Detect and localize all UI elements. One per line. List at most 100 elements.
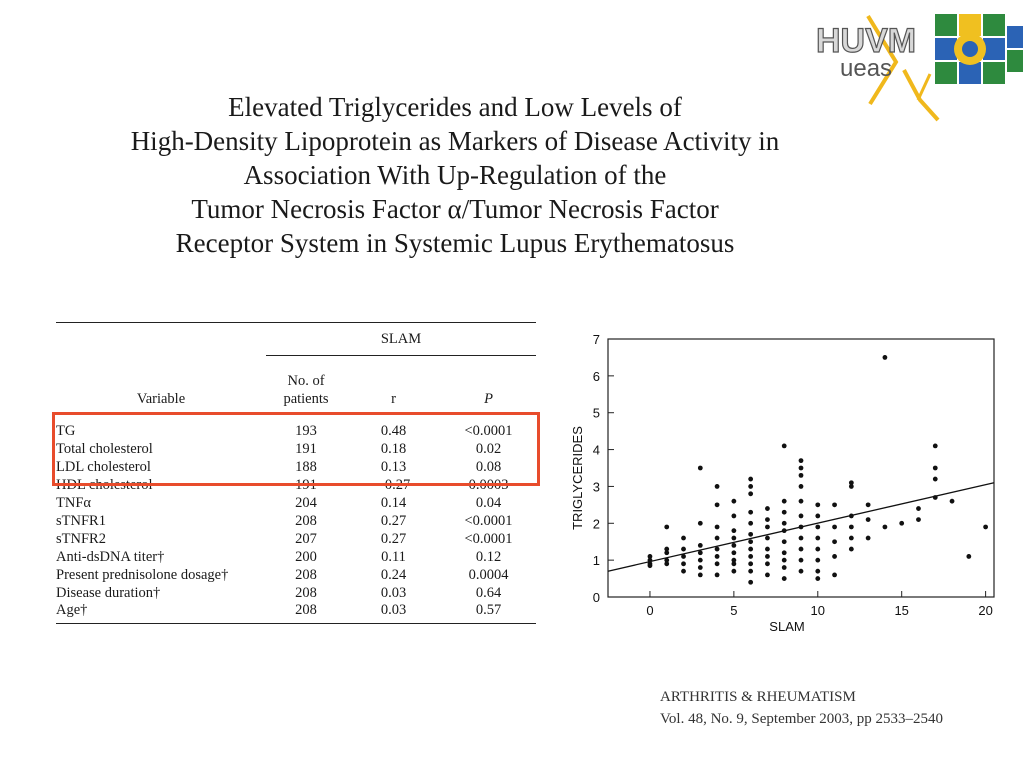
data-point — [731, 498, 737, 504]
data-point — [731, 543, 737, 548]
data-point — [748, 579, 754, 585]
data-point — [647, 554, 653, 559]
cell-patients: 191 — [295, 440, 317, 457]
data-point — [748, 568, 754, 574]
cell-p: 0.08 — [475, 458, 502, 475]
correlation-table: SLAM Variable No. of patients r P TG 193 0… — [56, 322, 536, 624]
data-point — [848, 480, 854, 486]
cell-r: 0.24 — [380, 566, 407, 583]
y-tick-label: 1 — [593, 553, 600, 568]
data-point — [983, 524, 989, 530]
data-point — [781, 528, 787, 534]
y-tick-label: 7 — [593, 332, 600, 347]
data-point — [664, 550, 670, 556]
data-point — [748, 484, 754, 489]
data-point — [815, 557, 821, 563]
y-tick-label: 0 — [593, 590, 600, 605]
data-point — [781, 565, 787, 570]
journal-name: ARTHRITIS & RHEUMATISM — [660, 689, 856, 705]
y-tick-label: 3 — [593, 479, 600, 494]
data-point — [916, 517, 921, 522]
data-point — [932, 495, 938, 500]
table-header-variable: Variable — [56, 355, 266, 415]
data-point — [815, 513, 821, 519]
data-point — [664, 561, 670, 567]
data-point — [798, 498, 804, 504]
data-point — [765, 561, 770, 567]
cell-variable: Total cholesterol — [56, 440, 153, 457]
cell-p: 0.0004 — [468, 566, 509, 583]
data-point — [798, 513, 804, 519]
cell-p: 0.64 — [475, 584, 502, 601]
data-point — [781, 576, 787, 581]
cell-variable: TNFα — [56, 494, 91, 511]
data-point — [798, 568, 804, 574]
data-point — [765, 506, 770, 511]
data-point — [765, 546, 770, 552]
x-axis-label: SLAM — [769, 619, 804, 634]
data-point — [848, 524, 854, 530]
data-point — [714, 484, 720, 489]
data-point — [748, 509, 754, 515]
data-point — [664, 546, 670, 552]
data-point — [765, 572, 770, 578]
data-point — [798, 465, 804, 471]
data-point — [748, 561, 754, 567]
data-point — [832, 502, 837, 508]
y-tick-label: 5 — [593, 406, 600, 421]
cell-patients: 208 — [266, 602, 346, 624]
cell-patients: 208 — [295, 566, 317, 583]
cell-r: 0.27 — [380, 512, 407, 529]
data-point — [798, 557, 804, 563]
data-point — [781, 520, 787, 526]
data-point — [748, 531, 754, 537]
table-row: Age† 208 0.03 0.57 — [56, 602, 536, 624]
data-point — [714, 535, 720, 541]
table-row: sTNFR2 207 0.27 <0.0001 — [56, 530, 536, 548]
cell-p: 0.04 — [475, 494, 502, 511]
cell-p: 0.02 — [475, 440, 502, 457]
data-point — [681, 554, 686, 559]
data-point — [714, 561, 720, 567]
data-point — [865, 502, 871, 508]
data-point — [966, 554, 972, 559]
table-row: LDL cholesterol 188 0.13 0.08 — [56, 458, 536, 476]
data-point — [798, 535, 804, 541]
data-point — [932, 476, 938, 482]
data-point — [932, 465, 938, 471]
cell-r: 0.03 — [346, 602, 441, 624]
data-point — [832, 554, 837, 559]
data-point — [798, 524, 804, 530]
cell-r: 0.27 — [380, 530, 407, 547]
journal-volume: Vol. 48, No. 9, September 2003, pp 2533–… — [660, 711, 944, 727]
cell-variable: Disease duration† — [56, 584, 161, 601]
y-tick-label: 2 — [593, 516, 600, 531]
data-point — [731, 528, 737, 534]
data-point — [832, 539, 837, 545]
data-point — [664, 557, 670, 563]
data-point — [714, 572, 720, 578]
x-tick-label: 10 — [811, 603, 825, 618]
data-point — [865, 535, 871, 541]
table-header-patients: No. of patients — [266, 355, 346, 415]
cell-patients: 193 — [295, 423, 317, 439]
data-point — [697, 572, 703, 578]
table-row: Present prednisolone dosage† 208 0.24 0.000… — [56, 566, 536, 584]
data-point — [865, 517, 871, 522]
cell-r: 0.11 — [381, 548, 406, 565]
table-group-header: SLAM — [266, 322, 536, 356]
data-point — [748, 539, 754, 545]
data-point — [781, 539, 787, 545]
y-axis-label: TRIGLYCERIDES — [570, 426, 585, 530]
logo-mosaic — [935, 14, 1023, 84]
data-point — [815, 546, 821, 552]
table-row: TNFα 204 0.14 0.04 — [56, 494, 536, 512]
data-point — [714, 554, 720, 559]
data-point — [932, 443, 938, 449]
cell-p: <0.0001 — [464, 423, 513, 439]
data-point — [697, 565, 703, 570]
paper-title: Elevated Triglycerides and Low Levels of… — [40, 90, 870, 260]
data-point — [781, 550, 787, 556]
table-header-r: r — [346, 355, 441, 415]
data-point — [815, 576, 821, 581]
